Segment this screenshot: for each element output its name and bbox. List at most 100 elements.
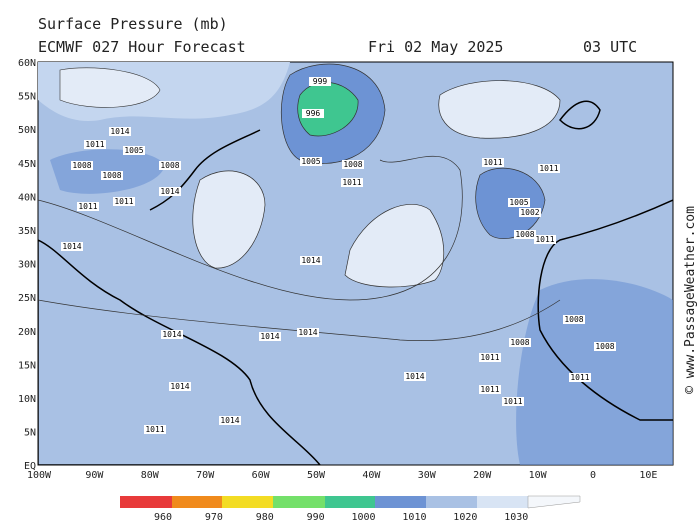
isobar-label-bg [302,109,324,118]
lat-label: 35N [18,226,36,237]
isobar-label: 1011 [114,197,133,206]
colorbar [120,495,581,509]
isobar-label-bg [144,425,166,434]
isobar-label: 1005 [509,198,528,207]
isobar-label-bg [404,372,426,381]
lon-label: 100W [27,470,52,481]
lat-label: 30N [18,260,36,271]
isobar-label: 1014 [62,242,81,251]
coastline [537,199,673,421]
isobar-label-bg [538,164,560,173]
isobar-label: 1005 [124,146,143,155]
lon-label: 90W [85,470,104,481]
isobar-label: 1008 [343,160,362,169]
coastline [38,239,321,465]
isobar-label-bg [113,197,135,206]
lon-label: 0 [590,470,596,481]
high-center [59,67,161,108]
colorbar-label: 1030 [504,512,528,523]
isobar-label: 1008 [72,161,91,170]
lon-label: 50W [307,470,326,481]
isobar-label-bg [514,230,536,239]
isobar-label: 999 [313,77,328,86]
date: Fri 02 May 2025 [368,38,503,56]
lat-label: EQ [24,461,36,472]
isobar-label-bg [297,328,319,337]
isobar-label-bg [594,342,616,351]
isobar-label: 1011 [480,353,499,362]
isobar-label-bg [508,198,530,207]
isobar-label-bg [219,416,241,425]
isobar-label-bg [101,171,123,180]
colorbar-label: 980 [256,512,274,523]
map [37,61,674,466]
isobar-label: 1008 [515,230,534,239]
isobar-label: 1011 [145,425,164,434]
isobar-label-bg [161,330,183,339]
colorbar-swatch [172,496,222,508]
lon-label: 10E [639,470,657,481]
low-region [516,279,673,465]
colorbar-swatch [527,495,581,509]
isobar-label-bg [534,235,556,244]
isobar [38,299,561,341]
isobar-label-bg [569,373,591,382]
isobar-label-bg [300,256,322,265]
isobar-label-bg [563,315,585,324]
title: Surface Pressure (mb) [38,15,228,33]
isobar-label-bg [84,140,106,149]
lon-label: 20W [473,470,492,481]
lon-label: 70W [196,470,215,481]
isobar-label-bg [159,187,181,196]
colorbar-swatch [375,496,426,508]
isobar-label-bg [109,127,131,136]
isobar-label-bg [509,338,531,347]
lat-label: 25N [18,293,36,304]
isobar-label-bg [159,161,181,170]
colorbar-label: 970 [205,512,223,523]
isobar [38,155,463,301]
lat-label: 45N [18,159,36,170]
isobar-label: 1008 [160,161,179,170]
isobar-label: 1008 [595,342,614,351]
isobar-label: 1008 [564,315,583,324]
lat-label: 10N [18,394,36,405]
colorbar-swatch [426,496,477,508]
isobar-label-bg [479,385,501,394]
colorbar-swatch [222,496,273,508]
isobar-label-bg [482,158,504,167]
isobar-label-bg [502,397,524,406]
isobar-label-bg [300,157,322,166]
isobar-label: 1002 [520,208,539,217]
isobar-label: 1008 [510,338,529,347]
lon-label: 80W [141,470,160,481]
colorbar-swatch [273,496,325,508]
isobar-label: 1005 [301,157,320,166]
isobar-label: 1014 [220,416,239,425]
isobar-label: 1011 [78,202,97,211]
isobar-label: 1014 [298,328,317,337]
isobar-label-bg [259,332,281,341]
colorbar-label: 1010 [402,512,426,523]
lon-label: 60W [252,470,271,481]
isobar-label: 1011 [483,158,502,167]
colorbar-label: 990 [307,512,325,523]
lat-label: 20N [18,327,36,338]
coastline [149,129,261,211]
isobar-label: 1008 [102,171,121,180]
isobar-label: 1014 [301,256,320,265]
isobar-label: 1011 [480,385,499,394]
isobar-label-bg [342,160,364,169]
isobar-label-bg [71,161,93,170]
isobar-label: 1011 [539,164,558,173]
isobar-label-bg [61,242,83,251]
colorbar-label: 1000 [352,512,376,523]
isobar-label: 1014 [110,127,129,136]
time: 03 UTC [583,38,637,56]
isobar-label: 1014 [162,330,181,339]
coastline [559,100,601,130]
colorbar-label: 960 [154,512,172,523]
colorbar-swatch [120,496,172,508]
lat-label: 60N [18,58,36,69]
